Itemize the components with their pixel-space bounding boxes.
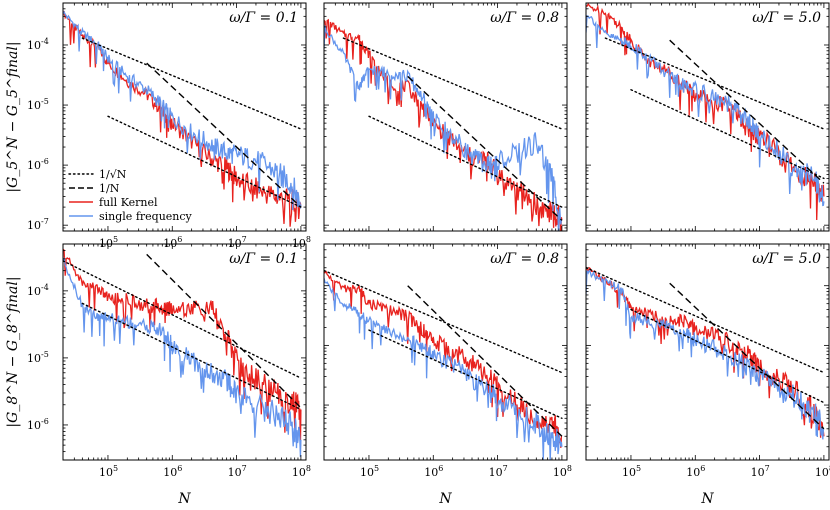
plot-frame [585, 243, 830, 461]
x-tick-label: 107 [228, 235, 247, 250]
panel-1: 105 106 107 108 10-4 10-5 10-6 10-7 ω/Γ = 0.1 |G_… [5, 2, 311, 250]
series-dotted-guide [81, 37, 302, 130]
x-tick-label: 108 [292, 464, 311, 479]
y-tick-label: 10-5 [27, 97, 49, 112]
series-single-frequency [586, 15, 825, 207]
series-single-frequency [324, 25, 563, 231]
x-tick-label: 106 [424, 464, 443, 479]
panel-label: ω/Γ = 5.0 [752, 251, 821, 267]
y-tick-label: 10-7 [27, 217, 49, 232]
y-tick-label: 10-6 [27, 417, 49, 432]
series-dashed-guide [669, 39, 825, 184]
x-tick-label: 108 [815, 464, 830, 479]
y-tick-label: 10-6 [27, 157, 49, 172]
panel-2: ω/Γ = 0.8 [323, 2, 568, 232]
y-tick-label: 10-4 [27, 283, 49, 298]
x-tick-label: 105 [99, 235, 118, 250]
x-tick-label: 105 [622, 464, 641, 479]
x-tick-label: 108 [553, 464, 572, 479]
plot-frame [62, 243, 307, 461]
panel-label: ω/Γ = 0.8 [490, 10, 559, 26]
legend-label: 1/√N [99, 168, 127, 181]
series-dotted-guide [368, 329, 563, 419]
series-dashed-guide [669, 282, 825, 430]
x-tick-label: 105 [99, 464, 118, 479]
panel-label: ω/Γ = 0.1 [229, 251, 298, 267]
series-full-kernel [63, 248, 302, 447]
series-dashed-guide [146, 253, 302, 409]
panel-label: ω/Γ = 0.8 [490, 251, 559, 267]
panel-3: ω/Γ = 5.0 [585, 2, 830, 232]
series-single-frequency [63, 257, 302, 457]
x-axis-title: N [177, 491, 191, 507]
x-tick-label: 105 [360, 464, 379, 479]
y-axis-title: |G_8^N − G_8^final| [5, 276, 21, 427]
legend-label: full Kernel [99, 196, 158, 209]
x-tick-label: 107 [228, 464, 247, 479]
x-tick-label: 107 [489, 464, 508, 479]
series-dotted-guide [368, 115, 563, 208]
legend-label: single frequency [99, 210, 193, 223]
series-single-frequency [63, 10, 302, 211]
plot-frame [323, 243, 568, 461]
series-dotted-guide [604, 37, 825, 130]
series-dashed-guide [407, 285, 563, 437]
series-dotted-guide [63, 260, 302, 379]
series-full-kernel [586, 3, 825, 221]
series-dashed-guide [407, 75, 563, 221]
series-dotted-guide [107, 115, 302, 208]
legend-label: 1/N [99, 182, 120, 195]
x-tick-label: 107 [751, 464, 770, 479]
series-dotted-guide [342, 37, 563, 130]
x-tick-label: 106 [686, 464, 705, 479]
x-axis-title: N [700, 491, 714, 507]
series-dotted-guide [630, 89, 825, 180]
series-dotted-guide [324, 269, 563, 374]
panel-label: ω/Γ = 0.1 [229, 10, 298, 26]
panel-5: 105 106 107 108 ω/Γ = 0.8 N [323, 243, 572, 507]
series-dotted-guide [81, 302, 302, 411]
y-tick-label: 10-5 [27, 350, 49, 365]
x-tick-label: 106 [163, 235, 182, 250]
series-full-kernel [324, 270, 563, 448]
series-dashed-guide [146, 62, 302, 208]
series-full-kernel [324, 18, 563, 231]
plot-frame [585, 2, 830, 232]
panel-label: ω/Γ = 5.0 [752, 10, 821, 26]
plot-frame [323, 2, 568, 232]
series-dotted-guide [630, 308, 825, 404]
y-tick-label: 10-4 [27, 37, 49, 52]
series-single-frequency [586, 269, 825, 440]
panel-6: 105 106 107 108 ω/Γ = 5.0 N [585, 243, 830, 507]
plot-frame [62, 2, 307, 232]
series-single-frequency [324, 277, 563, 460]
series-dotted-guide [586, 267, 825, 374]
panel-4: 105 106 107 108 10-4 10-5 10-6 ω/Γ = 0.1 N |G_8^N… [5, 243, 311, 507]
y-axis-title: |G_5^N − G_5^final| [5, 41, 21, 192]
x-axis-title: N [438, 491, 452, 507]
x-tick-label: 106 [163, 464, 182, 479]
x-tick-label: 108 [292, 235, 311, 250]
